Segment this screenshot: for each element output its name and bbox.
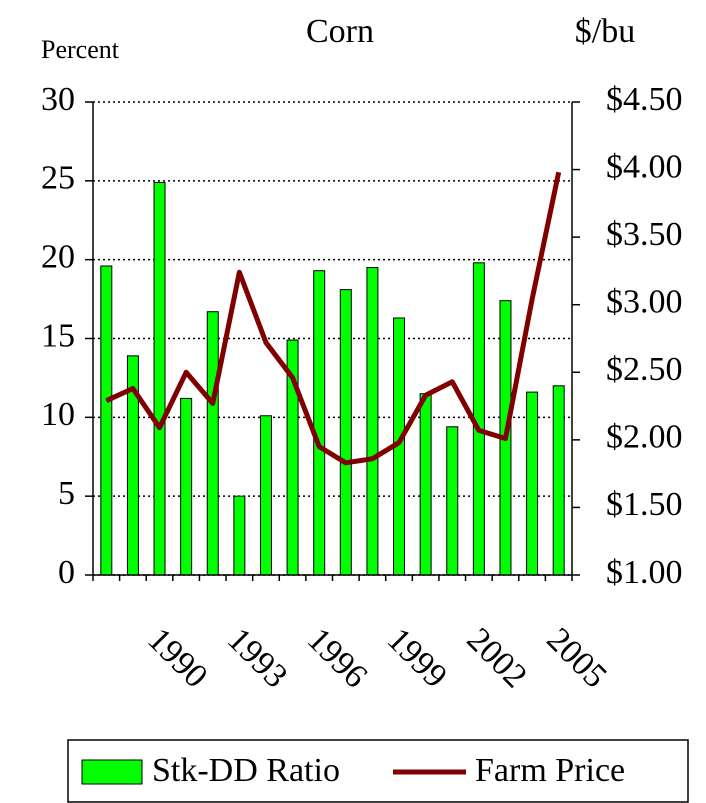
price-line <box>105 171 562 466</box>
y2-axis-label: $/bu <box>575 13 635 50</box>
bar <box>339 289 352 576</box>
bar <box>233 495 246 576</box>
y2-tick-label: $2.00 <box>606 419 683 456</box>
x-tick-label: 1999 <box>380 621 454 695</box>
y-tick-label: 10 <box>41 396 75 433</box>
bar <box>313 270 326 576</box>
x-tick-label: 1996 <box>300 621 374 695</box>
y2-tick-label: $4.50 <box>606 81 683 118</box>
chart-title: Corn <box>306 13 374 50</box>
y2-tick-label: $2.50 <box>606 351 683 388</box>
bar <box>366 267 379 576</box>
bar <box>552 385 565 576</box>
legend-label: Farm Price <box>475 752 625 789</box>
y2-tick-label: $4.00 <box>606 148 683 185</box>
x-tick-label: 2005 <box>539 621 613 695</box>
legend-swatch <box>81 759 143 785</box>
y-axis-label: Percent <box>41 35 120 64</box>
y-tick-label: 25 <box>41 160 75 197</box>
bar <box>206 311 219 576</box>
y2-tick-label: $3.50 <box>606 216 683 253</box>
bar <box>153 181 166 576</box>
x-tick-label: 1990 <box>140 621 214 695</box>
y2-tick-label: $1.00 <box>606 554 683 591</box>
legend-label: Stk-DD Ratio <box>152 752 340 789</box>
bar <box>526 391 539 576</box>
x-tick-label: 1993 <box>220 621 294 695</box>
y2-tick-label: $1.50 <box>606 486 683 523</box>
bar <box>180 397 193 576</box>
legend-box <box>67 739 689 803</box>
y-tick-label: 30 <box>41 81 75 118</box>
bar <box>100 265 113 576</box>
x-tick-label: 2002 <box>460 621 534 695</box>
y-tick-label: 15 <box>41 317 75 354</box>
bar <box>259 415 272 576</box>
y-tick-label: 0 <box>58 554 75 591</box>
bar <box>446 426 459 576</box>
y-tick-label: 20 <box>41 238 75 275</box>
bar <box>419 393 432 576</box>
y-tick-label: 5 <box>58 475 75 512</box>
y2-tick-label: $3.00 <box>606 284 683 321</box>
